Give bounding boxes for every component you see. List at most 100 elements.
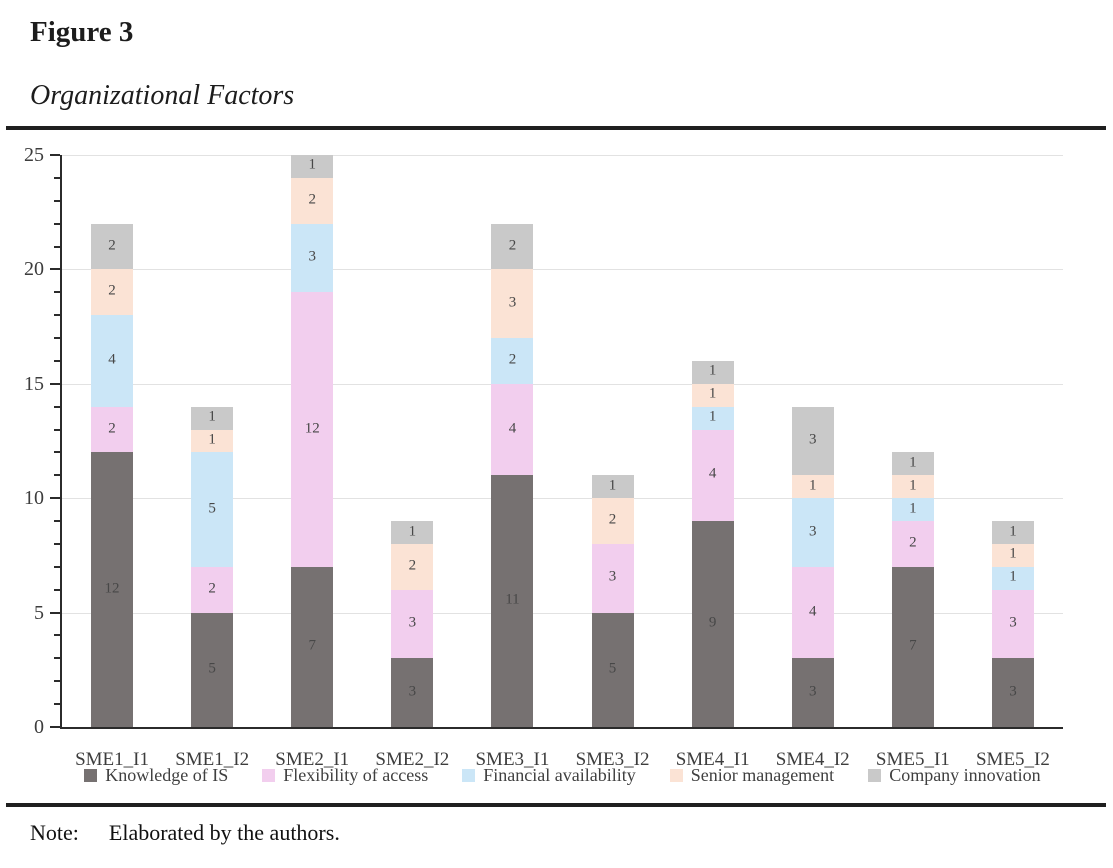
gridline: [62, 269, 1063, 271]
bar-segment-label: 7: [308, 637, 317, 654]
bar-segment-label: 12: [304, 420, 320, 437]
x-axis-label: SME4_I1: [675, 749, 750, 770]
bar-segment-label: 9: [708, 614, 717, 631]
bar-segment: 1: [591, 475, 634, 499]
bar-segment: 3: [391, 589, 434, 659]
bar-segment: 2: [91, 223, 134, 270]
bar-segment: 1: [891, 452, 934, 476]
bar-segment: 1: [691, 383, 734, 407]
legend-swatch: [262, 769, 276, 782]
y-axis-tick: [54, 291, 60, 294]
bar-segment-label: 3: [1009, 683, 1017, 700]
bar-segment-label: 3: [1009, 614, 1017, 631]
note-label: Note:: [30, 820, 79, 845]
bar-segment-label: 2: [308, 191, 317, 208]
bar-segment: 2: [491, 223, 534, 270]
bar-segment-label: 1: [208, 431, 216, 448]
y-axis-tick: [54, 405, 60, 408]
y-axis-tick: [54, 680, 60, 683]
bar-segment-label: 3: [508, 294, 517, 311]
bar-segment-label: 2: [108, 282, 116, 299]
bar-segment: 5: [591, 612, 634, 727]
bar-segment-label: 3: [809, 431, 817, 448]
bar-segment-label: 1: [909, 454, 917, 471]
bar-segment: 4: [491, 383, 534, 476]
bar-segment-label: 3: [809, 523, 817, 540]
legend-label: Company innovation: [889, 765, 1041, 785]
bar-segment: 3: [791, 658, 834, 727]
y-axis-tick: [50, 497, 60, 500]
bar-segment-label: 4: [809, 603, 817, 620]
bar-segment: 2: [591, 498, 634, 544]
bar-segment-label: 1: [1009, 523, 1017, 540]
bar-segment-label: 5: [608, 660, 617, 677]
gridline: [62, 383, 1063, 385]
bar-segment-label: 1: [708, 385, 717, 402]
stacked-bar-chart: 0 5 10 15 20 25 12 2 4 2 2 SME1_I1 5 2 5 1 1 SME1_I2 7 12 3 2…: [0, 140, 1113, 800]
bar-segment: 3: [991, 658, 1034, 727]
y-axis-tick: [54, 474, 60, 477]
note-text: Elaborated by the authors.: [108, 820, 340, 845]
bar-segment: 4: [791, 566, 834, 659]
legend-item: Flexibility of access: [262, 765, 428, 786]
bar-segment-label: 1: [809, 477, 817, 494]
bar-segment: 1: [791, 475, 834, 499]
x-axis-label: SME5_I2: [975, 749, 1050, 770]
bar-segment-label: 2: [508, 351, 517, 368]
chart-legend: Knowledge of IS Flexibility of access Fina…: [62, 765, 1063, 786]
bar-segment-label: 1: [308, 157, 317, 174]
bar-segment: 1: [691, 360, 734, 384]
bar-segment-label: 2: [108, 420, 116, 437]
y-axis-tick: [54, 245, 60, 248]
legend-label: Knowledge of IS: [105, 765, 229, 785]
bar-segment-label: 1: [909, 477, 917, 494]
y-axis-tick: [54, 359, 60, 362]
gridline: [62, 498, 1063, 500]
x-axis-label: SME3_I2: [575, 749, 650, 770]
legend-item: Financial availability: [462, 765, 636, 786]
bar-segment-label: 3: [608, 568, 617, 585]
bar-segment-label: 2: [108, 237, 116, 254]
y-axis-tick: [54, 565, 60, 568]
y-axis-tick: [54, 634, 60, 637]
y-axis-tick: [54, 520, 60, 523]
bar-segment: 1: [991, 543, 1034, 567]
x-axis-label: SME3_I1: [475, 749, 550, 770]
bar-segment: 1: [991, 521, 1034, 544]
y-axis-label: 15: [24, 372, 44, 395]
bar-segment-label: 1: [708, 408, 717, 425]
y-axis-tick: [54, 176, 60, 179]
bar-segment-label: 1: [909, 500, 917, 517]
bar-segment: 2: [491, 338, 534, 384]
bar-segment: 3: [291, 223, 334, 293]
bar-segment: 1: [691, 406, 734, 430]
y-axis-tick: [50, 726, 60, 728]
x-axis-label: SME1_I1: [75, 749, 149, 770]
bar-segment: 2: [291, 177, 334, 224]
gridline: [62, 612, 1063, 614]
bar-segment: 3: [491, 269, 534, 339]
y-axis-tick: [54, 428, 60, 431]
bar-segment: 1: [191, 429, 234, 453]
bar-segment-label: 2: [408, 557, 417, 574]
bar-segment-label: 2: [608, 511, 617, 528]
y-axis-tick: [54, 451, 60, 454]
bar-segment: 3: [791, 498, 834, 567]
bar-segment: 2: [391, 543, 434, 590]
y-axis-tick: [50, 268, 60, 271]
bar-segment: 2: [891, 521, 934, 567]
bar-segment-label: 12: [104, 580, 120, 597]
bar-segment: 4: [91, 315, 134, 407]
legend-label: Senior management: [690, 765, 835, 785]
y-axis-tick: [54, 222, 60, 225]
bar-segment: 1: [291, 155, 334, 178]
bar-segment-label: 1: [608, 477, 617, 494]
y-axis-tick: [54, 657, 60, 660]
figure-title: Organizational Factors: [30, 80, 295, 111]
legend-swatch: [669, 769, 683, 782]
bar-segment: 3: [391, 658, 434, 727]
bar-segment-label: 3: [308, 248, 317, 265]
x-axis-label: SME2_I2: [375, 749, 450, 770]
bar-segment: 2: [91, 269, 134, 316]
